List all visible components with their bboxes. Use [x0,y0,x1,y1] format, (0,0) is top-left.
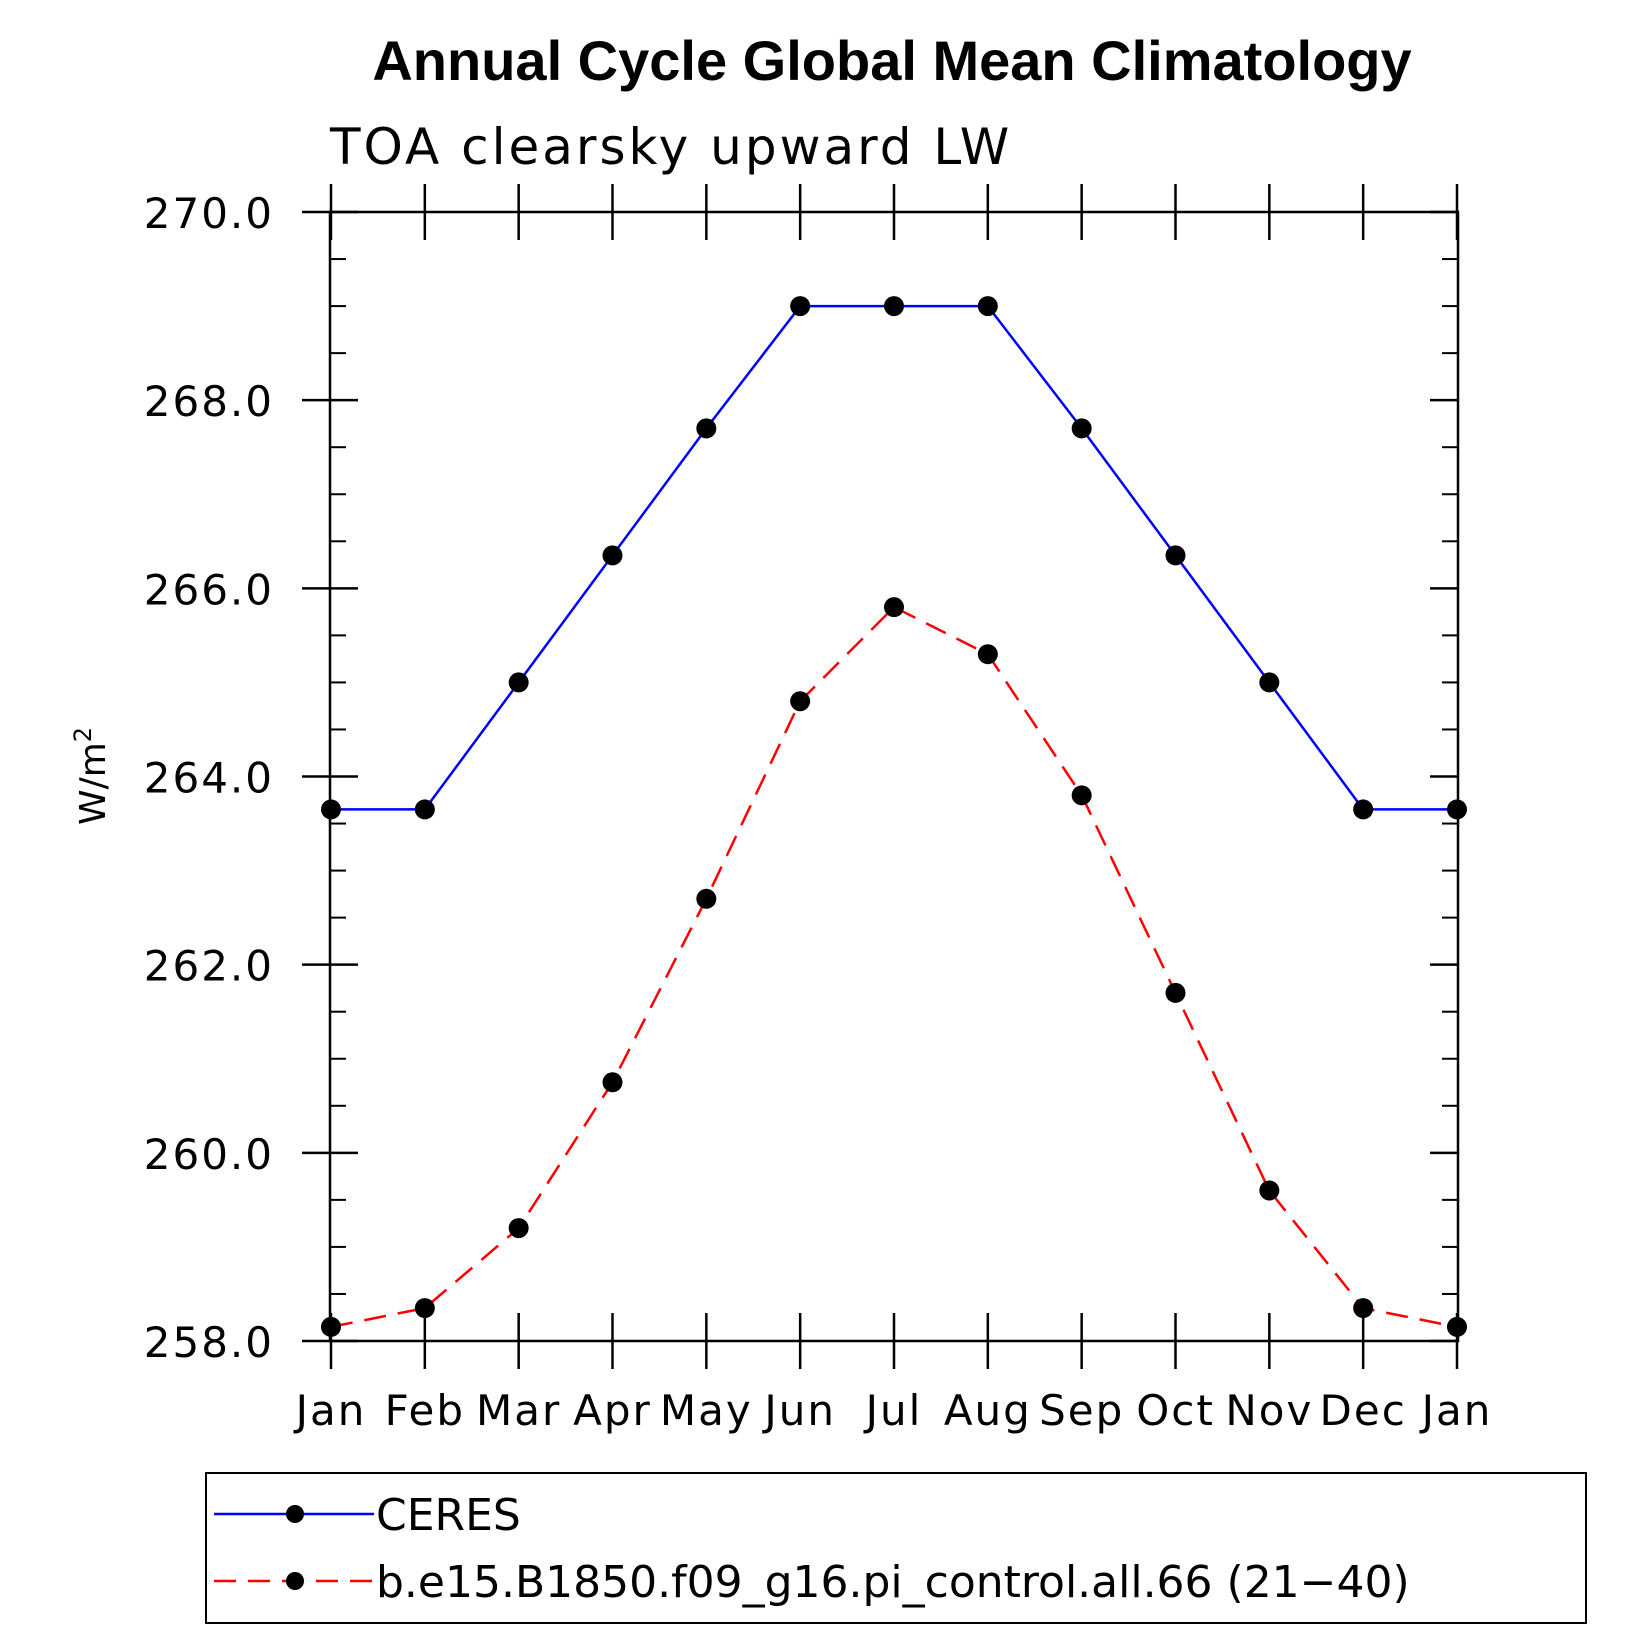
series-1-point [1447,1316,1467,1337]
series-1-point [508,1218,529,1239]
x-tick-label: Sep [1039,1386,1124,1435]
chart-subtitle: TOA clearsky upward LW [329,118,1012,176]
minor-ticks [330,258,1458,1295]
y-axis-label-text: W/m [73,742,114,825]
legend-label-model: b.e15.B1850.f09_g16.pi_control.all.66 (2… [376,1557,1410,1608]
x-tick-label: Aug [944,1386,1032,1435]
plot-border [328,210,1460,1343]
x-tick-label: Nov [1225,1386,1313,1435]
series-1-point [602,1072,623,1093]
y-tick-label: 258.0 [144,1318,274,1367]
x-tick-label: Mar [476,1386,561,1435]
y-tick-label: 268.0 [144,377,274,426]
x-tick-label: Jan [293,1386,367,1435]
series-0-point [1353,799,1374,820]
series-1-point [884,597,904,618]
x-tick-label: May [660,1386,753,1435]
x-tick-label: Jan [1419,1386,1493,1435]
y-tick-label: 262.0 [144,942,274,991]
series-line-1 [330,605,1458,1329]
x-tick-label: Oct [1136,1386,1215,1435]
y-axis-label-superscript: 2 [69,727,97,742]
series-0-point [602,545,623,566]
legend-label-ceres: CERES [376,1490,521,1541]
series-0-point [884,296,904,317]
legend-box [205,1472,1587,1624]
chart-title: Annual Cycle Global Mean Climatology [372,29,1411,92]
x-tick-label: Jul [863,1386,923,1435]
series-1-point [1071,785,1092,806]
legend-marker-model [286,1572,304,1590]
series-0-point [696,418,717,439]
y-tick-label: 264.0 [144,754,274,803]
plot-frame [328,210,1460,1343]
legend: CERES b.e15.B1850.f09_g16.pi_control.all… [205,1472,1587,1624]
series-line-0 [331,304,1457,811]
x-tick-label: Dec [1320,1386,1407,1435]
series-0-point [1259,672,1280,693]
x-tick-label: Jun [761,1386,836,1435]
series-1-point [1353,1298,1374,1319]
series-1-point [1259,1180,1280,1201]
series-0-point [790,296,811,317]
series-1-point [790,691,811,712]
series-0-point [508,672,529,693]
series-1-point [414,1298,435,1319]
series-layer [321,296,1467,1337]
x-axis: Jan Feb Mar Apr May Jun Jul Aug Sep Oct Nov Dec Jan [293,184,1493,1435]
series-0-point [414,799,435,820]
y-tick-label: 266.0 [144,565,274,614]
series-1-point [977,644,998,665]
y-axis: 258.0 260.0 262.0 264.0 266.0 268.0 270.0 [144,189,1458,1367]
series-0-point [1165,545,1186,566]
x-tick-label: Apr [573,1386,652,1435]
series-0-point [977,296,998,317]
y-tick-label: 260.0 [144,1130,274,1179]
series-1-point [696,888,717,909]
series-0-point [1071,418,1092,439]
series-0-point [1447,799,1467,820]
legend-marker-ceres [286,1505,304,1523]
series-1-point [1165,982,1186,1003]
y-tick-label: 270.0 [144,189,274,238]
series-0-point [321,799,341,820]
series-1-point [321,1316,341,1337]
x-tick-label: Feb [385,1386,465,1435]
y-axis-label: W/m2 [69,727,114,825]
